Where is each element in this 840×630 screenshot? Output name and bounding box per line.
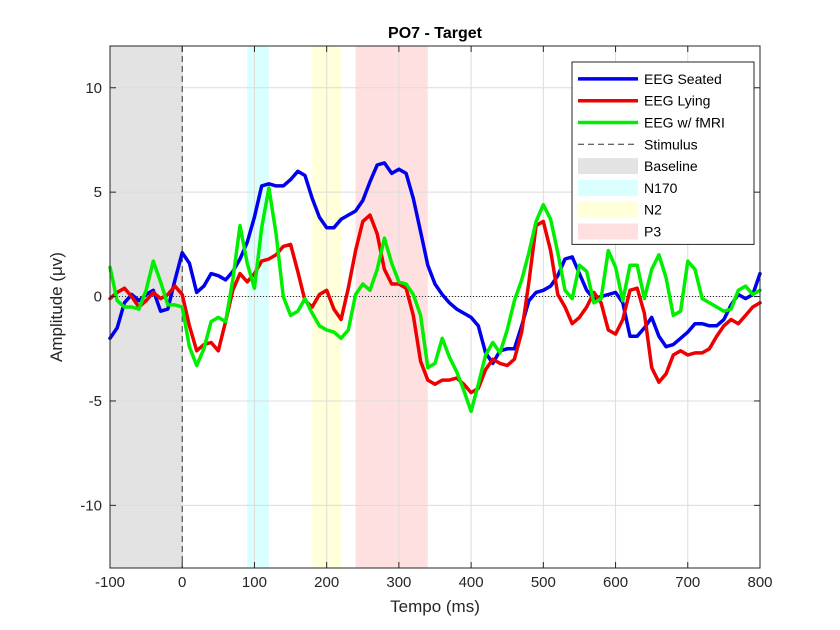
legend-label-baseline: Baseline	[644, 158, 698, 174]
y-axis-label: Amplitude (μv)	[47, 252, 66, 362]
legend-label-eeg-w-fmri: EEG w/ fMRI	[644, 115, 725, 131]
plot-frame	[109, 45, 761, 569]
x-tick-label: 300	[386, 574, 411, 591]
series-line-eeg-w-fmri	[108, 186, 762, 414]
x-tick-label: 100	[242, 574, 267, 591]
legend-label-stimulus: Stimulus	[644, 136, 698, 152]
x-tick-label: 700	[675, 574, 700, 591]
x-tick-label: 800	[747, 574, 772, 591]
y-tick-label: -10	[80, 497, 102, 514]
chart-title: PO7 - Target	[388, 25, 483, 42]
region-baseline	[110, 46, 183, 568]
ticks: -100 0 100 200 300 400 500 600 700 800 -10 -5 0 5 10	[80, 46, 773, 591]
legend-swatch-n170	[578, 179, 638, 196]
legend-swatch-p3	[578, 223, 638, 240]
y-tick-label: -5	[89, 393, 102, 410]
x-tick-label: 200	[314, 574, 339, 591]
region-p3	[355, 46, 428, 568]
y-tick-label: 0	[94, 289, 102, 306]
region-n170	[247, 46, 269, 568]
series-line-eeg-lying	[108, 213, 762, 395]
series-line-eeg-seated	[108, 161, 762, 366]
legend-label-n170: N170	[644, 180, 678, 196]
series-group	[108, 161, 762, 414]
highlight-regions	[110, 46, 428, 568]
x-tick-label: 600	[603, 574, 628, 591]
x-tick-label: 400	[459, 574, 484, 591]
legend-label-n2: N2	[644, 202, 662, 218]
x-tick-label: -100	[95, 574, 125, 591]
legend-label-eeg-seated: EEG Seated	[644, 71, 722, 87]
legend-swatch-n2	[578, 201, 638, 218]
y-tick-label: 5	[94, 184, 102, 201]
y-tick-label: 10	[85, 80, 102, 97]
legend-swatch-baseline	[578, 158, 638, 175]
x-tick-label: 0	[178, 574, 186, 591]
legend-label-p3: P3	[644, 224, 661, 240]
legend: EEG Seated EEG Lying EEG w/ fMRI Stimulus Ba…	[571, 61, 755, 245]
x-axis-label: Tempo (ms)	[390, 597, 480, 616]
legend-label-eeg-lying: EEG Lying	[644, 93, 710, 109]
x-tick-label: 500	[531, 574, 556, 591]
